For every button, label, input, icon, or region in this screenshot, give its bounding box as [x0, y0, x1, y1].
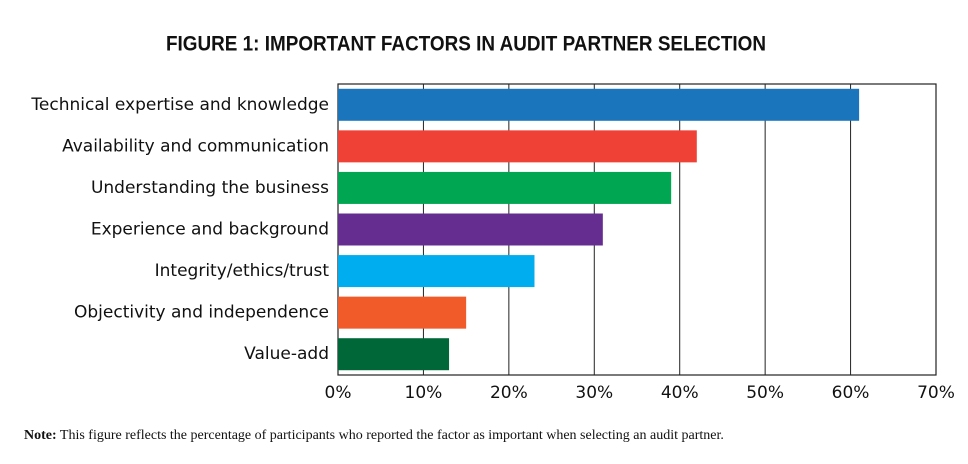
- x-tick-label: 40%: [661, 383, 699, 403]
- x-tick-label: 30%: [575, 383, 613, 403]
- y-tick-label: Integrity/ethics/trust: [155, 261, 330, 281]
- y-tick-label: Availability and communication: [62, 136, 329, 156]
- note-text: This figure reflects the percentage of p…: [60, 428, 724, 443]
- bar: [338, 213, 603, 246]
- chart-title: FIGURE 1: IMPORTANT FACTORS IN AUDIT PAR…: [166, 33, 766, 56]
- x-tick-label: 50%: [746, 383, 784, 403]
- bar: [338, 130, 697, 163]
- y-tick-label: Technical expertise and knowledge: [30, 95, 329, 115]
- x-tick-label: 10%: [405, 383, 443, 403]
- note: Note: This figure reflects the percentag…: [24, 428, 724, 443]
- y-tick-label: Understanding the business: [91, 178, 329, 198]
- x-tick-label: 70%: [917, 383, 955, 403]
- x-tick-label: 0%: [325, 383, 352, 403]
- y-tick-label: Value-add: [244, 344, 329, 364]
- bar: [338, 255, 535, 288]
- y-tick-label: Objectivity and independence: [74, 303, 329, 323]
- bar: [338, 171, 672, 204]
- x-tick-label: 60%: [832, 383, 870, 403]
- bar: [338, 338, 450, 371]
- x-tick-label: 20%: [490, 383, 528, 403]
- bar: [338, 296, 467, 329]
- bar: [338, 88, 860, 121]
- note-label: Note:: [24, 428, 57, 443]
- y-tick-label: Experience and background: [91, 220, 329, 240]
